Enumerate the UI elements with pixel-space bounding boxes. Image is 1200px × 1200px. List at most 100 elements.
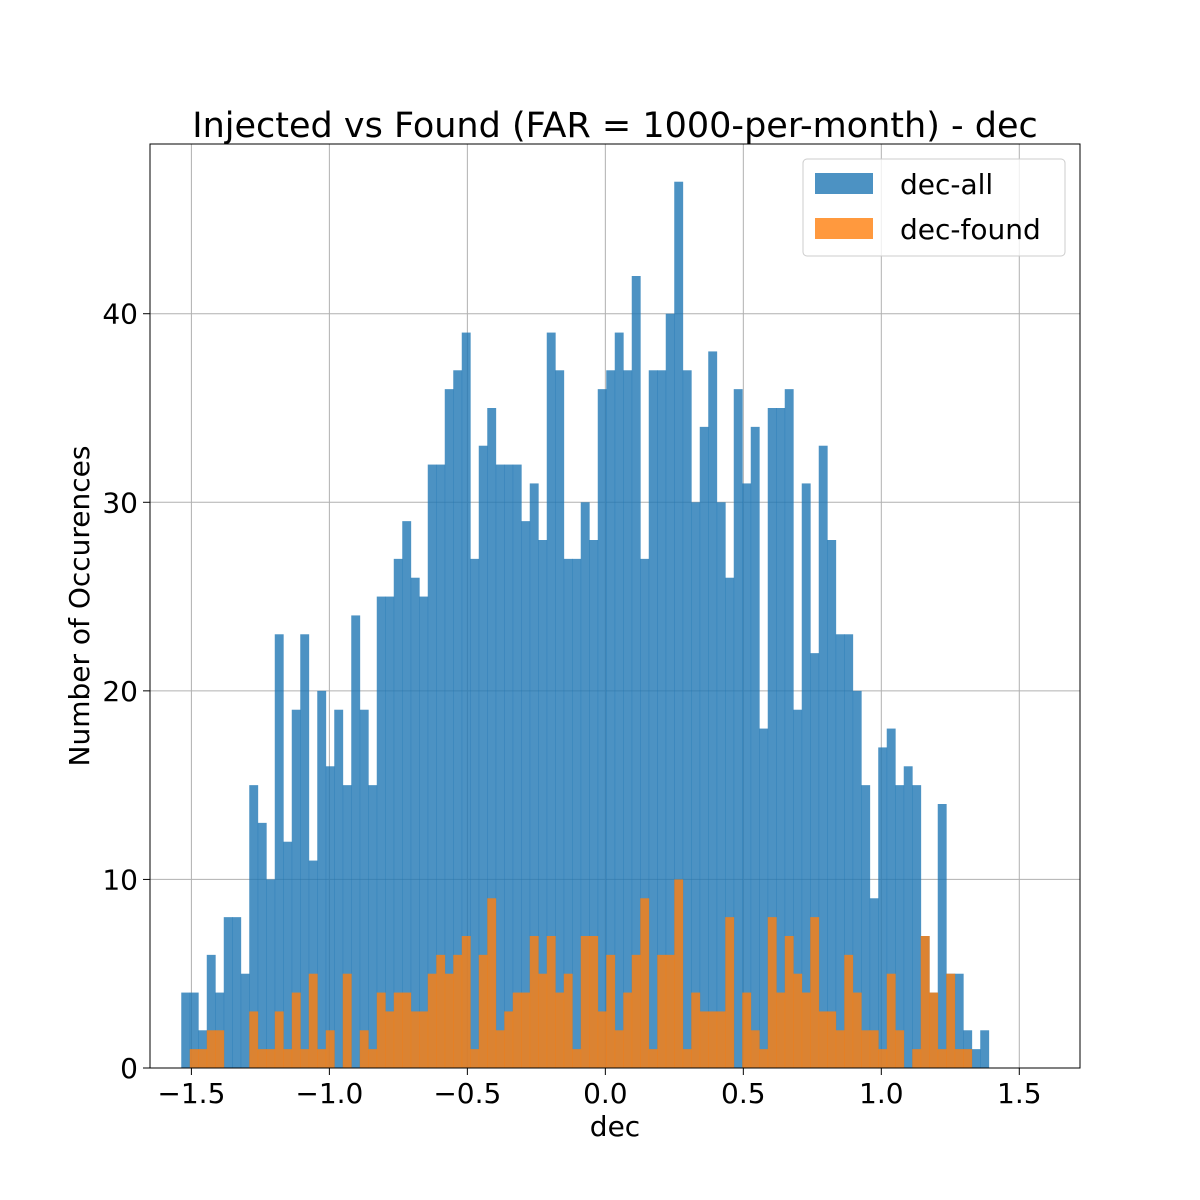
bar-dec-all xyxy=(980,1030,990,1068)
bar-dec-found xyxy=(665,954,675,1068)
bar-dec-all xyxy=(300,634,310,1068)
bar-dec-found xyxy=(393,992,403,1068)
bar-dec-all xyxy=(631,276,641,1068)
bar-dec-found xyxy=(266,1049,276,1068)
bar-dec-found xyxy=(631,954,641,1068)
bar-dec-all xyxy=(844,634,854,1068)
bar-dec-all xyxy=(325,766,335,1068)
bar-dec-all xyxy=(215,992,225,1068)
bar-dec-found xyxy=(597,1011,607,1068)
bar-dec-all xyxy=(529,483,539,1068)
bar-dec-all xyxy=(580,502,590,1068)
bar-dec-all xyxy=(725,577,735,1068)
bar-dec-all xyxy=(487,408,497,1068)
bar-dec-found xyxy=(427,973,437,1068)
bar-dec-all xyxy=(827,540,837,1068)
bar-dec-found xyxy=(555,992,565,1068)
bar-dec-found xyxy=(198,1049,208,1068)
bar-dec-found xyxy=(487,898,497,1068)
bar-dec-all xyxy=(223,917,233,1068)
bar-dec-all xyxy=(444,389,454,1069)
bar-dec-found xyxy=(784,936,794,1068)
bar-dec-all xyxy=(954,973,964,1068)
y-axis-label: Number of Occurences xyxy=(63,446,96,767)
bar-dec-all xyxy=(648,370,658,1068)
bar-dec-found xyxy=(206,1030,216,1068)
bar-dec-all xyxy=(818,445,828,1068)
bar-dec-all xyxy=(410,577,420,1068)
bar-dec-found xyxy=(699,1011,709,1068)
x-tick-label: 0.5 xyxy=(721,1077,766,1110)
bar-dec-all xyxy=(861,785,871,1068)
bar-dec-found xyxy=(512,992,522,1068)
x-axis-label: dec xyxy=(590,1110,640,1143)
bar-dec-found xyxy=(623,992,633,1068)
histogram-bars xyxy=(181,181,990,1069)
bar-dec-all xyxy=(589,540,599,1068)
bar-dec-found xyxy=(920,936,930,1068)
bar-dec-found xyxy=(470,1049,480,1068)
bar-dec-all xyxy=(240,973,250,1068)
bar-dec-all xyxy=(334,709,344,1068)
bar-dec-all xyxy=(308,860,318,1068)
bar-dec-all xyxy=(733,389,743,1069)
bar-dec-found xyxy=(878,1049,888,1068)
bar-dec-found xyxy=(793,973,803,1068)
bar-dec-all xyxy=(206,954,216,1068)
bar-dec-all xyxy=(810,653,820,1068)
bar-dec-found xyxy=(614,1030,624,1068)
bar-dec-found xyxy=(342,973,352,1068)
bar-dec-all xyxy=(801,483,811,1068)
bar-dec-all xyxy=(257,822,267,1068)
bar-dec-found xyxy=(436,954,446,1068)
bar-dec-found xyxy=(385,1011,395,1068)
bar-dec-found xyxy=(410,1011,420,1068)
bar-dec-found xyxy=(912,1049,922,1068)
bar-dec-all xyxy=(912,785,922,1068)
bar-dec-all xyxy=(852,690,862,1068)
bar-dec-all xyxy=(682,370,692,1068)
bar-dec-all xyxy=(291,709,301,1068)
y-tick-label: 20 xyxy=(102,675,138,708)
bar-dec-all xyxy=(742,483,752,1068)
bar-dec-found xyxy=(521,992,531,1068)
bar-dec-found xyxy=(759,1049,769,1068)
bar-dec-all xyxy=(385,596,395,1068)
bar-dec-found xyxy=(606,954,616,1068)
bar-dec-found xyxy=(852,992,862,1068)
bar-dec-found xyxy=(317,1049,327,1068)
bar-dec-all xyxy=(283,841,293,1068)
bar-dec-found xyxy=(249,1011,259,1068)
bar-dec-found xyxy=(376,992,386,1068)
bar-dec-all xyxy=(793,709,803,1068)
bar-dec-found xyxy=(461,936,471,1068)
bar-dec-all xyxy=(470,558,480,1068)
bar-dec-all xyxy=(869,898,879,1068)
bar-dec-all xyxy=(903,766,913,1068)
legend-swatch-dec-all xyxy=(815,173,873,194)
bar-dec-found xyxy=(538,973,548,1068)
legend-swatch-dec-found xyxy=(815,218,873,239)
bar-dec-found xyxy=(767,917,777,1068)
bar-dec-found xyxy=(283,1049,293,1068)
bar-dec-all xyxy=(512,464,522,1069)
bar-dec-found xyxy=(827,1011,837,1068)
bar-dec-found xyxy=(861,1030,871,1068)
y-tick-label: 40 xyxy=(102,298,138,331)
chart-title: Injected vs Found (FAR = 1000-per-month)… xyxy=(192,106,1037,146)
y-tick-label: 30 xyxy=(102,486,138,519)
bar-dec-all xyxy=(393,558,403,1068)
bar-dec-all xyxy=(716,502,726,1068)
bar-dec-all xyxy=(274,634,284,1068)
bar-dec-found xyxy=(359,1030,369,1068)
bar-dec-all xyxy=(249,785,259,1068)
bar-dec-found xyxy=(886,973,896,1068)
bar-dec-found xyxy=(325,1030,335,1068)
bar-dec-all xyxy=(521,521,531,1068)
bar-dec-found xyxy=(716,1011,726,1068)
bar-dec-found xyxy=(308,973,318,1068)
series-dec-found xyxy=(189,879,973,1068)
x-tick-label: 1.5 xyxy=(997,1077,1042,1110)
bar-dec-found xyxy=(954,1049,964,1068)
bar-dec-found xyxy=(963,1049,973,1068)
